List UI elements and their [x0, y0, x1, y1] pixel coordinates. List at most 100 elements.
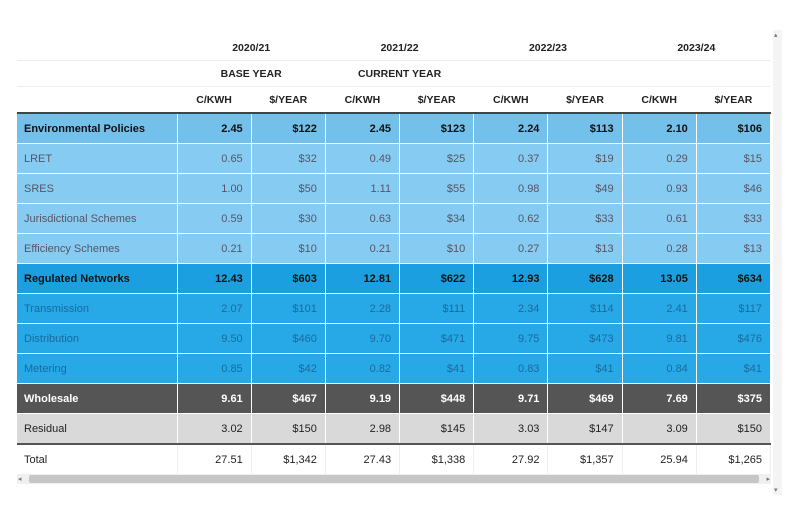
data-row: Regulated Networks 12.43 $603 12.81 $622 12.9… [17, 263, 772, 294]
cell: 2.24 [473, 113, 549, 144]
cell: $375 [696, 383, 772, 414]
cell: 0.93 [622, 173, 697, 204]
data-row: SRES 1.00 $50 1.11 $55 0.98 $49 0.93 $46 [17, 173, 772, 204]
cell: $476 [696, 323, 772, 354]
cell: 0.21 [325, 233, 401, 264]
cell: 0.84 [622, 353, 697, 384]
cell: 2.10 [622, 113, 697, 144]
cell: 9.75 [473, 323, 549, 354]
cost-table: 2020/21 2021/22 2022/23 2023/24 BASE YEAR CUR… [17, 35, 772, 475]
cell: $41 [696, 353, 772, 384]
horizontal-scrollbar[interactable]: ◂ ▸ [17, 474, 771, 484]
cell: 9.81 [622, 323, 697, 354]
column-header: C/KWH [622, 86, 697, 114]
row-label: Regulated Networks [17, 263, 178, 294]
cell: $147 [547, 413, 623, 445]
scroll-thumb[interactable] [29, 475, 759, 483]
cell: $41 [399, 353, 475, 384]
cell: 9.61 [177, 383, 252, 414]
cell: $622 [399, 263, 475, 294]
cell: 9.71 [473, 383, 549, 414]
data-row: Metering 0.85 $42 0.82 $41 0.83 $41 0.84 $41 [17, 353, 772, 384]
scroll-left[interactable]: ◂ [18, 476, 22, 483]
cell: $471 [399, 323, 475, 354]
cell: 0.21 [177, 233, 252, 264]
cell: $467 [251, 383, 326, 414]
cell: $106 [696, 113, 772, 144]
data-row: Wholesale 9.61 $467 9.19 $448 9.71 $469 7.69 $37… [17, 383, 772, 414]
cell: 9.19 [325, 383, 401, 414]
cell: $41 [547, 353, 623, 384]
row-label: Efficiency Schemes [17, 233, 178, 264]
period-header [473, 60, 623, 87]
year-header: 2020/21 [177, 35, 326, 61]
scroll-up[interactable]: ▴ [774, 32, 778, 39]
cell: 7.69 [622, 383, 697, 414]
cell: $55 [399, 173, 475, 204]
cell: 2.45 [177, 113, 252, 144]
cell: $101 [251, 293, 326, 324]
cell: 0.63 [325, 203, 401, 234]
cell: $34 [399, 203, 475, 234]
cell: $150 [696, 413, 772, 445]
cell: $448 [399, 383, 475, 414]
cell: 2.98 [325, 413, 401, 445]
cell: $15 [696, 143, 772, 174]
cell: 0.65 [177, 143, 252, 174]
cell: 0.59 [177, 203, 252, 234]
vertical-scrollbar[interactable]: ▴ ▾ [773, 30, 782, 495]
row-label: Jurisdictional Schemes [17, 203, 178, 234]
cell: $30 [251, 203, 326, 234]
cell: $32 [251, 143, 326, 174]
cell: $122 [251, 113, 326, 144]
cell: 2.34 [473, 293, 549, 324]
row-label: Wholesale [17, 383, 178, 414]
cell: 0.29 [622, 143, 697, 174]
cell: 12.81 [325, 263, 401, 294]
row-label: SRES [17, 173, 178, 204]
row-label: Total [17, 443, 178, 475]
cell: $469 [547, 383, 623, 414]
period-header [622, 60, 771, 87]
cell: $13 [696, 233, 772, 264]
cell: $117 [696, 293, 772, 324]
cell: 1.11 [325, 173, 401, 204]
cell: 27.92 [473, 443, 549, 475]
header-row: BASE YEAR CURRENT YEAR [17, 60, 771, 87]
cell: $634 [696, 263, 772, 294]
cell: 2.45 [325, 113, 401, 144]
data-row: Distribution 9.50 $460 9.70 $471 9.75 $473 9.81… [17, 323, 772, 354]
column-header: $/YEAR [547, 86, 623, 114]
cell: $49 [547, 173, 623, 204]
year-header: 2023/24 [622, 35, 771, 61]
cell: $603 [251, 263, 326, 294]
row-label: Distribution [17, 323, 178, 354]
cell: 0.28 [622, 233, 697, 264]
header-row: 2020/21 2021/22 2022/23 2023/24 [17, 35, 771, 61]
header-row: C/KWH $/YEAR C/KWH $/YEAR C/KWH $/YEAR C/KWH $/… [17, 86, 771, 114]
cell: $113 [547, 113, 623, 144]
cell: 9.70 [325, 323, 401, 354]
cell: $1,265 [696, 443, 772, 475]
column-header: C/KWH [177, 86, 252, 114]
data-row: Efficiency Schemes 0.21 $10 0.21 $10 0.27 $13 0… [17, 233, 772, 264]
cell: 0.27 [473, 233, 549, 264]
row-label: Environmental Policies [17, 113, 178, 144]
row-label: LRET [17, 143, 178, 174]
cell: 25.94 [622, 443, 697, 475]
scroll-down[interactable]: ▾ [774, 487, 778, 494]
cell: $1,342 [251, 443, 326, 475]
cell: $25 [399, 143, 475, 174]
cell: $10 [251, 233, 326, 264]
cell: $460 [251, 323, 326, 354]
cell: $111 [399, 293, 475, 324]
data-row: Total 27.51 $1,342 27.43 $1,338 27.92 $1,357 25… [17, 443, 772, 475]
cell: $114 [547, 293, 623, 324]
data-row: Residual 3.02 $150 2.98 $145 3.03 $147 3.09 $150 [17, 413, 772, 445]
cell: $50 [251, 173, 326, 204]
cell: 0.82 [325, 353, 401, 384]
scroll-right[interactable]: ▸ [766, 476, 770, 483]
row-label: Residual [17, 413, 178, 445]
cell: 1.00 [177, 173, 252, 204]
cell: 27.51 [177, 443, 252, 475]
